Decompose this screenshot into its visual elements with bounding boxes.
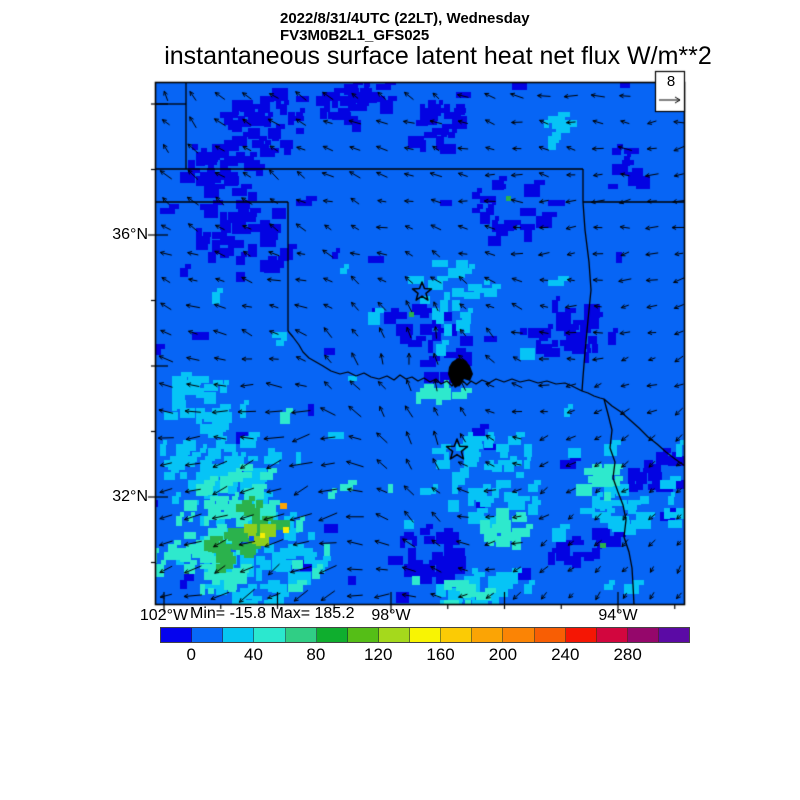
reference-vector-value: 8 [666,73,676,90]
colorbar-segment [534,628,566,642]
colorbar-segment [378,628,410,642]
colorbar-tick-label: 240 [551,645,580,664]
colorbar-tick-label: 80 [306,645,326,664]
colorbar-segment [347,628,379,642]
colorbar-tick-label: 120 [364,645,393,664]
colorbar-segment [627,628,659,642]
colorbar-segment [161,628,193,642]
min-max-stats: Min= -15.8 Max= 185.2 [190,605,355,622]
colorbar-segment [223,628,255,642]
colorbar-segment [472,628,504,642]
lat-label-36n: 36°N [112,226,148,243]
lon-label-98w: 98°W [371,607,411,624]
page-title: instantaneous surface latent heat net fl… [164,42,712,70]
lon-label-94w: 94°W [598,607,638,624]
colorbar-segment [503,628,535,642]
colorbar-segment [316,628,348,642]
model-run-heading: FV3M0B2L1_GFS025 [280,27,430,44]
colorbar-segment [565,628,597,642]
colorbar-tick-label: 280 [613,645,642,664]
colorbar-segment [596,628,628,642]
datetime-heading: 2022/8/31/4UTC (22LT), Wednesday [280,10,530,27]
colorbar-segment [410,628,442,642]
lat-label-32n: 32°N [112,488,148,505]
colorbar-tick-label: 40 [244,645,263,664]
colorbar-segment [192,628,224,642]
colorbar-segment [254,628,286,642]
colorbar-segment [285,628,317,642]
colorbar-tick-label: 160 [426,645,455,664]
colorbar-segment [659,628,690,642]
lon-label-102w: 102°W [139,607,189,624]
colorbar-segment [441,628,473,642]
colorbar [160,627,690,643]
colorbar-tick-label: 0 [186,645,196,664]
colorbar-tick-label: 200 [488,645,518,664]
